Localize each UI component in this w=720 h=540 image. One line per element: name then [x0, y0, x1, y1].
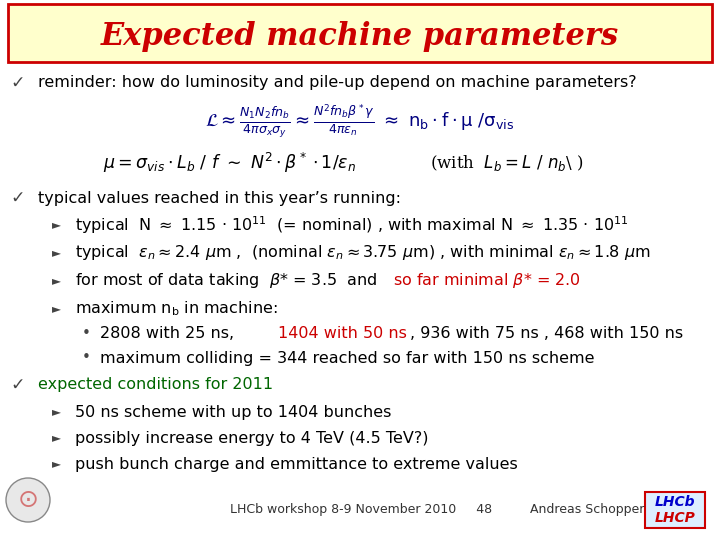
Text: 50 ns scheme with up to 1404 bunches: 50 ns scheme with up to 1404 bunches	[75, 404, 392, 420]
Text: LHCP: LHCP	[654, 511, 696, 525]
Text: ►: ►	[52, 302, 61, 315]
Text: LHCb workshop 8-9 November 2010     48: LHCb workshop 8-9 November 2010 48	[230, 503, 492, 516]
Text: ✓: ✓	[10, 74, 24, 92]
Text: reminder: how do luminosity and pile-up depend on machine parameters?: reminder: how do luminosity and pile-up …	[38, 76, 636, 91]
Bar	[645, 492, 705, 528]
Text: 2808 with 25 ns,: 2808 with 25 ns,	[100, 327, 239, 341]
Text: so far minimal $\beta$* = 2.0: so far minimal $\beta$* = 2.0	[393, 272, 581, 291]
Text: $\mathcal{L} \approx \frac{N_1 N_2 f n_b}{4\pi\sigma_x\sigma_y} \approx \frac{N^: $\mathcal{L} \approx \frac{N_1 N_2 f n_b…	[205, 103, 515, 141]
Text: maximum $\mathrm{n_b}$ in machine:: maximum $\mathrm{n_b}$ in machine:	[75, 300, 278, 319]
Text: (with  $L_b = L\ /\ n_b$\ ): (with $L_b = L\ /\ n_b$\ )	[430, 153, 584, 173]
Text: LHCb: LHCb	[654, 495, 696, 509]
Circle shape	[6, 478, 50, 522]
Text: Expected machine parameters: Expected machine parameters	[101, 22, 619, 52]
Text: typical  N $\approx$ 1.15 $\cdot$ 10$^{11}$  (= nominal) , with maximal N $\appr: typical N $\approx$ 1.15 $\cdot$ 10$^{11…	[75, 214, 629, 236]
Text: 1404 with 50 ns: 1404 with 50 ns	[278, 327, 407, 341]
Text: $\mu = \sigma_{vis} \cdot L_b\ /\ f\ \sim\ N^2 \cdot \beta^*\cdot 1/\epsilon_n$: $\mu = \sigma_{vis} \cdot L_b\ /\ f\ \si…	[104, 151, 356, 175]
Text: •: •	[82, 327, 91, 341]
Text: typical  $\varepsilon_n \approx 2.4\ \mu$m ,  (nominal $\varepsilon_n \approx 3.: typical $\varepsilon_n \approx 2.4\ \mu$…	[75, 244, 651, 262]
Text: ✓: ✓	[10, 189, 24, 207]
Text: ✓: ✓	[10, 376, 24, 394]
Text: typical values reached in this year’s running:: typical values reached in this year’s ru…	[38, 191, 401, 206]
Bar	[8, 4, 712, 62]
Text: ⊙: ⊙	[17, 488, 38, 512]
Text: expected conditions for 2011: expected conditions for 2011	[38, 377, 273, 393]
Text: maximum colliding = 344 reached so far with 150 ns scheme: maximum colliding = 344 reached so far w…	[100, 350, 595, 366]
Text: •: •	[82, 350, 91, 366]
Text: Andreas Schopper: Andreas Schopper	[530, 503, 644, 516]
Text: ►: ►	[52, 246, 61, 260]
Text: , 936 with 75 ns , 468 with 150 ns: , 936 with 75 ns , 468 with 150 ns	[410, 327, 683, 341]
Text: ►: ►	[52, 431, 61, 444]
Text: ►: ►	[52, 406, 61, 419]
Text: possibly increase energy to 4 TeV (4.5 TeV?): possibly increase energy to 4 TeV (4.5 T…	[75, 430, 428, 445]
Text: for most of data taking  $\beta$* = 3.5  and: for most of data taking $\beta$* = 3.5 a…	[75, 272, 379, 291]
Text: ►: ►	[52, 274, 61, 287]
Text: push bunch charge and emmittance to extreme values: push bunch charge and emmittance to extr…	[75, 456, 518, 471]
Text: ►: ►	[52, 219, 61, 232]
Text: ►: ►	[52, 457, 61, 470]
